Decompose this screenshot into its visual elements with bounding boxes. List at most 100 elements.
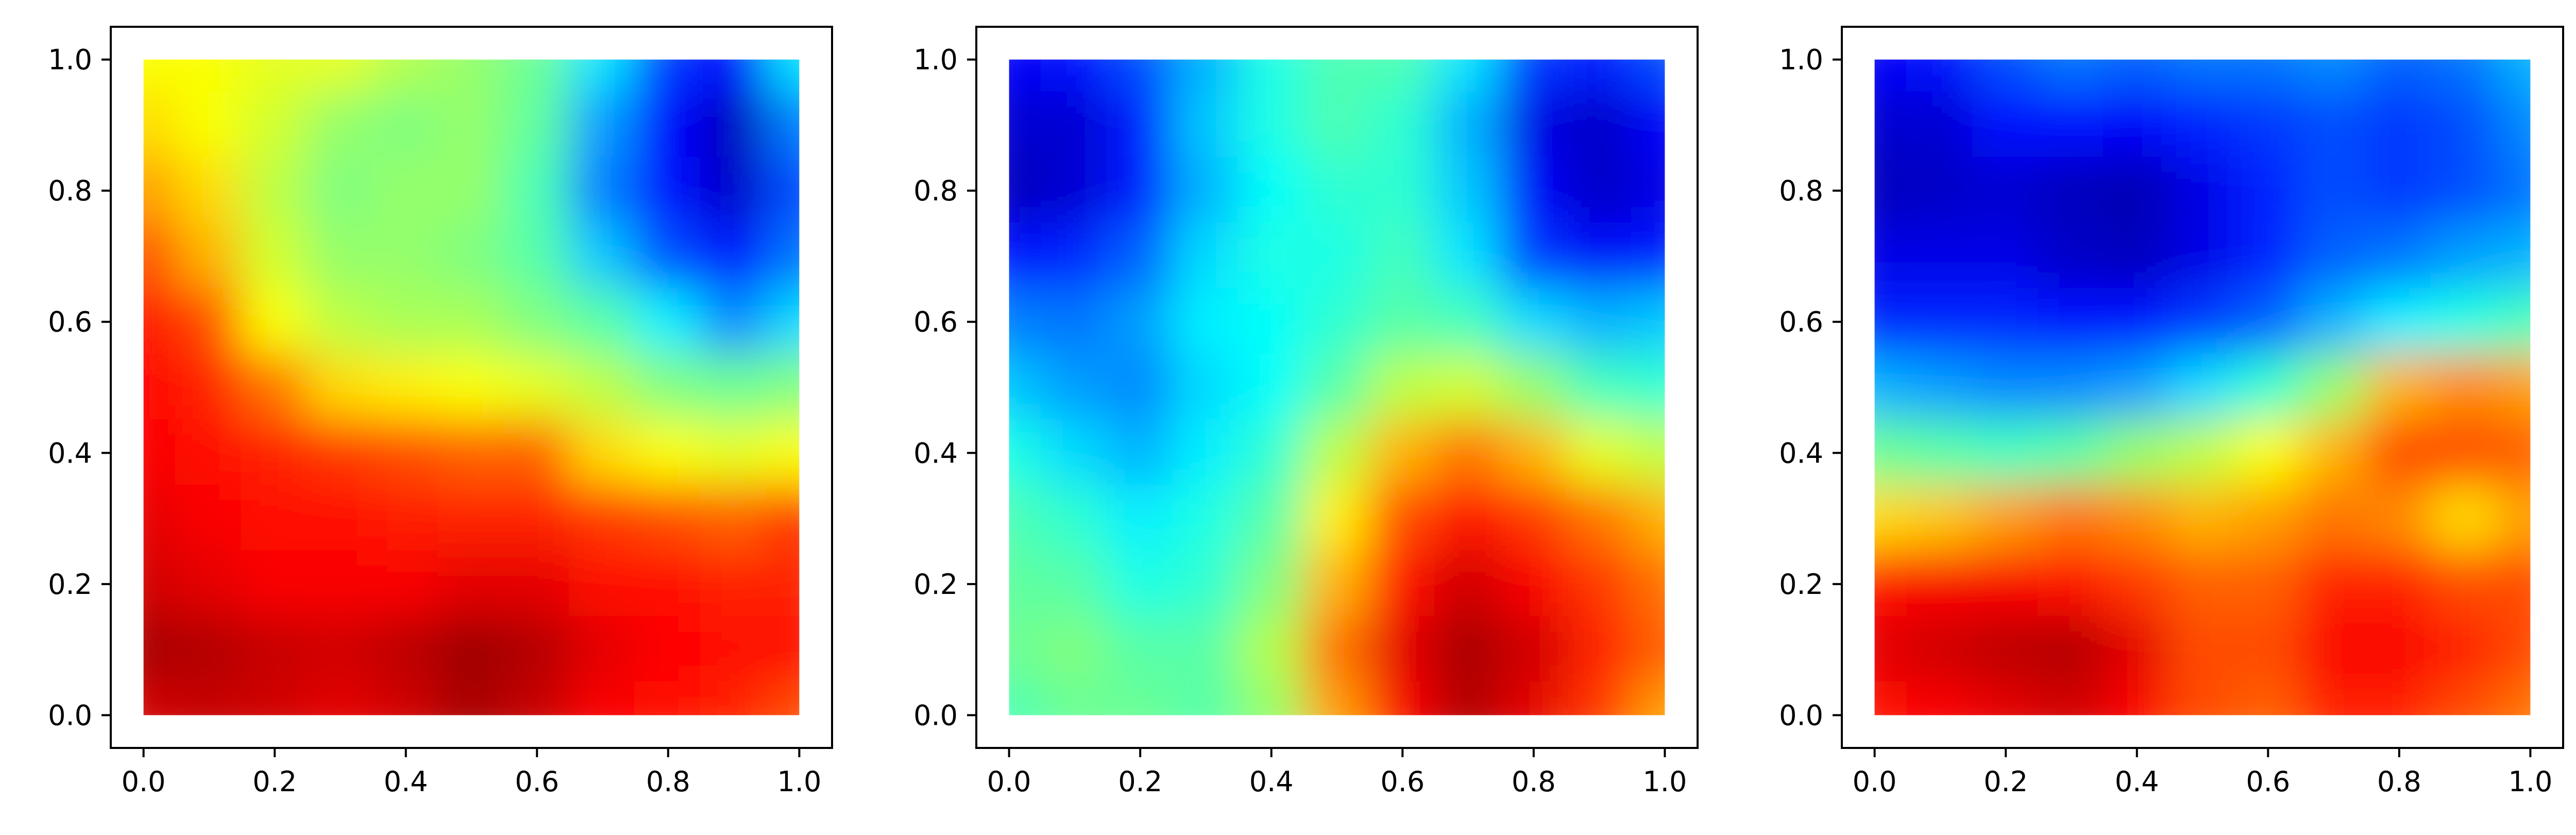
heatmap-cell [1972,157,2040,225]
heatmap-cell [1434,550,1502,618]
heatmap-cell [568,616,637,684]
heatmap-cell [634,616,702,684]
heatmap-cell [1106,681,1174,715]
heatmap-cell [372,91,440,159]
x-tick-label: 0.0 [122,765,166,798]
heatmap-cell [1631,288,1665,356]
heatmap-cell [2168,419,2236,487]
x-tick-label: 0.0 [987,765,1031,798]
heatmap-cell [2103,59,2171,94]
heatmap-cell [1368,59,1436,94]
heatmap-cell [2103,550,2171,618]
heatmap-cell [241,222,309,291]
heatmap-cell [1906,222,1974,291]
heatmap-cell [1906,681,1974,715]
heatmap-cell [700,222,768,291]
heatmap-cell [1972,288,2040,356]
heatmap-cell [2431,419,2499,487]
heatmap-cell [2365,419,2433,487]
heatmap-cell [1009,288,1043,356]
heatmap-cell [2431,157,2499,225]
x-tick-label: 1.0 [2508,765,2552,798]
heatmap-cell [241,419,309,487]
heatmap-cell [437,681,505,715]
heatmap-cell [1238,550,1306,618]
heatmap-cell [143,157,178,225]
heatmap-cell [1972,91,2040,159]
heatmap-cell [1368,550,1436,618]
heatmap-cell [700,484,768,553]
y-tick-label: 0.6 [1779,306,1823,338]
heatmap-cell [1303,157,1371,225]
heatmap-cell [1434,484,1502,553]
heatmap-cell [175,550,243,618]
heatmap-cell [1906,419,1974,487]
heatmap-cell [2496,353,2531,421]
heatmap-cell [765,353,800,421]
heatmap-cell [1906,353,1974,421]
x-tick-label: 1.0 [1642,765,1687,798]
heatmap-cell [1565,484,1633,553]
heatmap-cell [1106,353,1174,421]
heatmap-cell [1874,91,1909,159]
y-tick-label: 1.0 [48,44,92,76]
heatmap-cell [2365,353,2433,421]
heatmap-cell [1303,59,1371,94]
y-tick-label: 0.8 [913,175,958,207]
heatmap-cell [503,550,571,618]
heatmap-cell [1500,222,1568,291]
heatmap-cell [1500,550,1568,618]
x-tick-label: 0.6 [1380,765,1425,798]
heatmap-cell [143,222,178,291]
heatmap-cell [1106,288,1174,356]
heatmap-cell [1172,681,1240,715]
heatmap-cell [306,157,375,225]
heatmap-cell [1009,484,1043,553]
heatmap-cell [2037,616,2106,684]
heatmap-cell [1565,157,1633,225]
heatmap-cell [1565,288,1633,356]
heatmap-cell [765,288,800,356]
heatmap-cell [306,59,375,94]
heatmap-cell [765,222,800,291]
heatmap-cell [700,91,768,159]
heatmap-cell [1009,550,1043,618]
heatmap-cell [1972,419,2040,487]
heatmap-cell [2365,59,2433,94]
heatmap-cell [372,157,440,225]
heatmap-cell [2299,484,2368,553]
y-tick-label: 0.0 [48,699,92,731]
heatmap-cell [1631,419,1665,487]
y-tick-label: 0.4 [48,437,92,469]
heatmap-cell [143,681,178,715]
heatmap-cell [143,91,178,159]
heatmap-field [1874,59,2531,715]
heatmap-cell [1434,59,1502,94]
heatmap-cell [306,681,375,715]
heatmap-cell [1368,419,1436,487]
heatmap-cell [2431,681,2499,715]
heatmap-cell [765,681,800,715]
heatmap-cell [1009,681,1043,715]
heatmap-cell [2431,91,2499,159]
heatmap-cell [2234,157,2302,225]
heatmap-cell [2365,288,2433,356]
x-tick-label: 0.4 [1249,765,1294,798]
heatmap-cell [2431,288,2499,356]
heatmap-cell [1041,288,1109,356]
heatmap-cell [503,681,571,715]
heatmap-cell [1972,222,2040,291]
heatmap-cell [143,288,178,356]
heatmap-cell [2234,419,2302,487]
y-tick-label: 1.0 [1779,44,1823,76]
x-tick-label: 0.2 [1118,765,1162,798]
heatmap-cell [2299,59,2368,94]
heatmap-cell [568,288,637,356]
heatmap-cell [1434,681,1502,715]
heatmap-cell [1972,484,2040,553]
heatmap-cell [1434,288,1502,356]
heatmap-cell [1874,353,1909,421]
subplot-1: 0.0 0.2 0.4 0.6 0.8 1.0 0.0 0.2 0.4 0.6 0.8 1.0 [48,26,833,798]
heatmap-cell [2103,484,2171,553]
heatmap-cell [306,288,375,356]
